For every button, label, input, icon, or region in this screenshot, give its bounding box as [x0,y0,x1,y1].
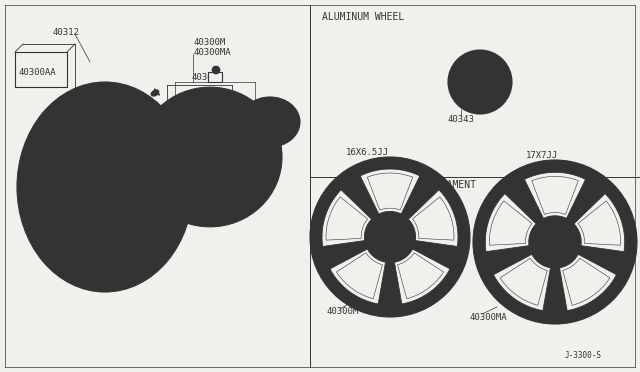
FancyBboxPatch shape [208,72,222,82]
Circle shape [202,149,218,165]
Circle shape [395,245,401,251]
Circle shape [182,129,238,185]
Circle shape [374,230,380,235]
Text: 40300M: 40300M [327,308,359,317]
Text: 40300A: 40300A [192,73,224,81]
Ellipse shape [151,90,159,96]
Circle shape [195,142,203,150]
Text: 40300M: 40300M [193,38,225,46]
Polygon shape [322,190,372,247]
Circle shape [448,50,512,114]
Circle shape [195,164,203,172]
Circle shape [544,250,550,256]
Polygon shape [524,172,586,218]
Text: 40343: 40343 [447,115,474,124]
Polygon shape [408,190,458,247]
Circle shape [537,224,573,260]
Polygon shape [360,169,420,214]
Ellipse shape [17,82,193,292]
Circle shape [372,219,408,254]
Text: ALUMINUM WHEEL: ALUMINUM WHEEL [322,12,404,22]
Ellipse shape [240,97,300,147]
Ellipse shape [138,87,282,227]
Polygon shape [485,193,536,252]
Circle shape [565,235,571,241]
Text: 40312: 40312 [52,28,79,36]
Circle shape [561,250,566,256]
Text: 17X7JJ: 17X7JJ [526,151,558,160]
Text: 40311: 40311 [183,97,210,106]
Circle shape [550,237,560,247]
Text: 40300MA: 40300MA [470,312,508,321]
Text: 40300MA: 40300MA [193,48,230,57]
Polygon shape [330,249,385,304]
Polygon shape [394,249,450,304]
Circle shape [385,232,395,242]
Text: 40300AA: 40300AA [18,67,56,77]
Circle shape [552,225,558,231]
Circle shape [539,235,545,241]
Polygon shape [493,254,550,311]
Circle shape [473,160,637,324]
Text: 40224: 40224 [250,103,277,112]
Circle shape [218,164,225,172]
Polygon shape [574,193,625,252]
Text: 16X6.5JJ: 16X6.5JJ [346,148,388,157]
Polygon shape [559,254,616,311]
Circle shape [310,157,470,317]
FancyBboxPatch shape [15,52,67,87]
Text: ORNAMENT: ORNAMENT [430,180,477,190]
Circle shape [218,142,225,150]
Circle shape [400,230,406,235]
Circle shape [380,245,385,251]
Text: 40343: 40343 [274,118,301,126]
Circle shape [212,66,220,74]
Text: J-3300-S: J-3300-S [565,351,602,360]
Circle shape [387,221,393,226]
